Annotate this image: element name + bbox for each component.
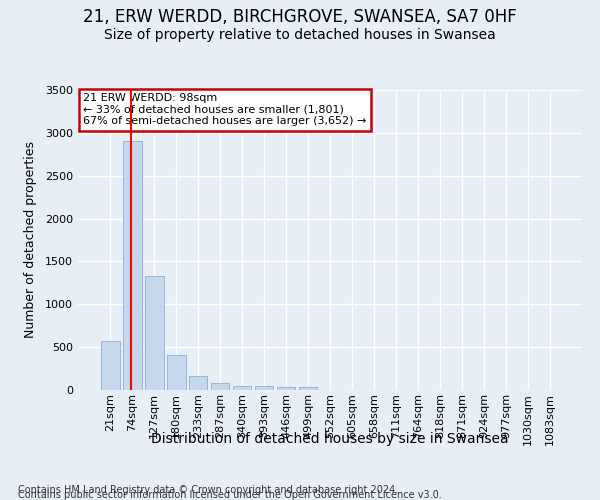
Bar [189,376,208,390]
Text: 21 ERW WERDD: 98sqm
← 33% of detached houses are smaller (1,801)
67% of semi-det: 21 ERW WERDD: 98sqm ← 33% of detached ho… [83,93,367,126]
Bar [211,383,229,390]
Text: 21, ERW WERDD, BIRCHGROVE, SWANSEA, SA7 0HF: 21, ERW WERDD, BIRCHGROVE, SWANSEA, SA7 … [83,8,517,26]
Text: Size of property relative to detached houses in Swansea: Size of property relative to detached ho… [104,28,496,42]
Bar [123,142,142,390]
Text: Contains HM Land Registry data © Crown copyright and database right 2024.: Contains HM Land Registry data © Crown c… [18,485,398,495]
Bar [277,386,295,390]
Bar [145,276,164,390]
Bar [101,341,119,390]
Bar [167,355,185,390]
Text: Distribution of detached houses by size in Swansea: Distribution of detached houses by size … [151,432,509,446]
Bar [233,386,251,390]
Y-axis label: Number of detached properties: Number of detached properties [23,142,37,338]
Text: Contains public sector information licensed under the Open Government Licence v3: Contains public sector information licen… [18,490,442,500]
Bar [299,387,317,390]
Bar [255,386,274,390]
